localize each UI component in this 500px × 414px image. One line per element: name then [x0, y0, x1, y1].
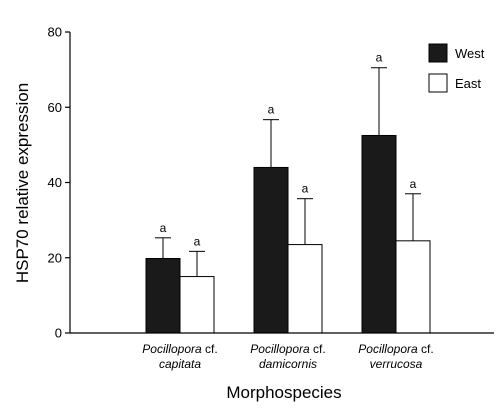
category-genus-0: Pocillopora: [142, 342, 202, 356]
category-species-0: capitata: [159, 357, 201, 371]
y-tick-label-4: 80: [48, 25, 62, 40]
significance-label-east-1: a: [302, 182, 309, 196]
legend-swatch-west: [428, 43, 448, 63]
category-genus-1: Pocillopora: [250, 342, 310, 356]
category-species-1: damicornis: [259, 357, 317, 371]
significance-label-west-2: a: [376, 51, 383, 65]
y-tick-label-3: 60: [48, 100, 62, 115]
category-label-1: Pocillopora cf.: [250, 342, 325, 356]
x-axis-title: Morphospecies: [226, 383, 341, 402]
legend-label-east: East: [455, 76, 481, 91]
significance-label-west-1: a: [268, 103, 275, 117]
category-qualifier-1: cf.: [310, 342, 326, 356]
bar-west-1: [253, 166, 289, 334]
significance-label-west-0: a: [160, 221, 167, 235]
significance-label-east-2: a: [410, 177, 417, 191]
bar-east-1: [287, 244, 323, 334]
legend-swatch-east: [428, 73, 448, 93]
y-axis-title: HSP70 relative expression: [13, 83, 32, 283]
category-genus-2: Pocillopora: [358, 342, 418, 356]
category-qualifier-2: cf.: [418, 342, 434, 356]
significance-label-east-0: a: [194, 234, 201, 248]
y-tick-label-2: 40: [48, 175, 62, 190]
bars: a a a a a a: [145, 51, 431, 334]
bar-east-0: [179, 276, 215, 334]
legend: West East: [428, 43, 485, 93]
legend-label-west: West: [455, 46, 485, 61]
category-label-0: Pocillopora cf.: [142, 342, 217, 356]
category-species-2: verrucosa: [370, 357, 423, 371]
bar-west-0: [145, 258, 181, 334]
bar-east-2: [395, 240, 431, 334]
category-qualifier-0: cf.: [202, 342, 218, 356]
y-axis: 0 20 40 60 80: [48, 25, 71, 341]
y-tick-label-0: 0: [55, 326, 62, 341]
category-label-2: Pocillopora cf.: [358, 342, 433, 356]
bar-west-2: [361, 134, 397, 334]
y-tick-label-1: 20: [48, 250, 62, 265]
